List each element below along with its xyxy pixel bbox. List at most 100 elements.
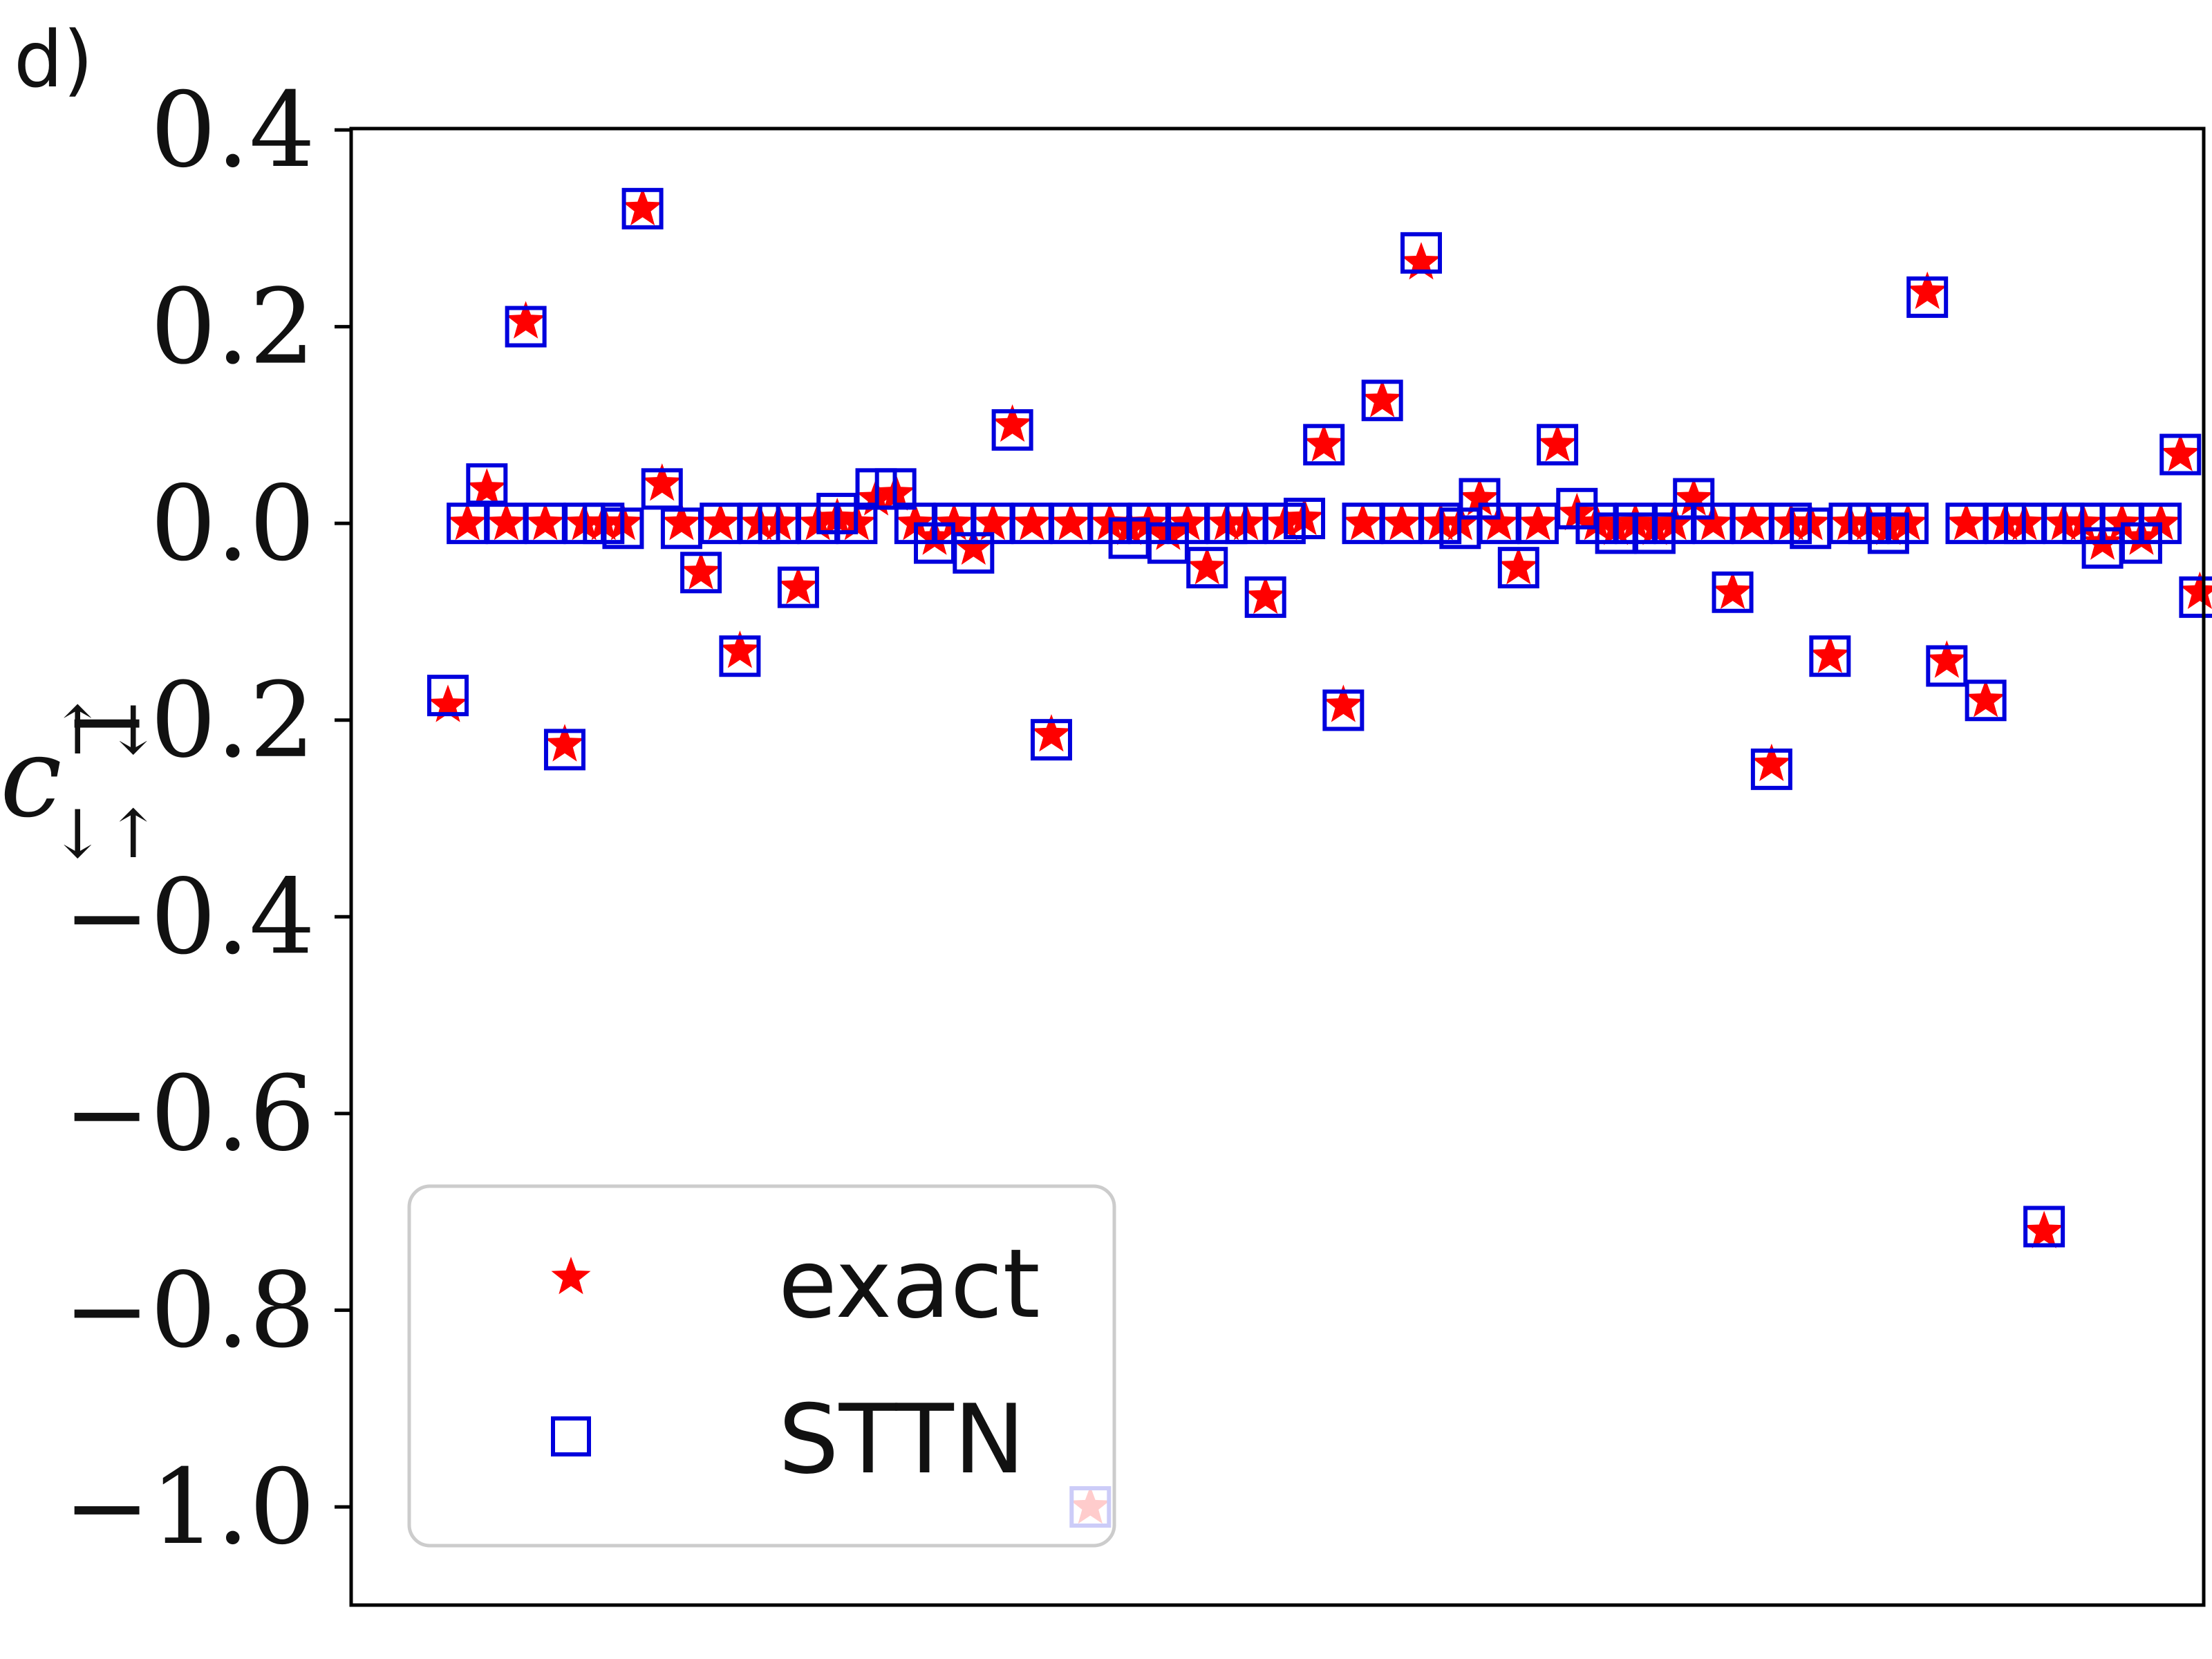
point-exact <box>642 463 682 501</box>
point-exact <box>1187 547 1227 585</box>
point-exact <box>1732 503 1772 541</box>
point-sttn <box>1712 571 1754 613</box>
point-exact <box>993 404 1033 442</box>
point-sttn <box>1497 547 1539 589</box>
point-exact <box>1031 714 1071 752</box>
point-sttn <box>680 552 722 594</box>
point-exact <box>1966 679 2006 718</box>
point-exact <box>447 503 487 541</box>
point-sttn <box>1030 719 1072 761</box>
point-sttn <box>1750 748 1792 790</box>
point-exact <box>1168 503 1208 541</box>
point-sttn <box>719 635 761 677</box>
point-exact <box>662 503 702 541</box>
point-exact <box>973 503 1013 541</box>
point-exact <box>1693 503 1733 541</box>
point-exact <box>1907 271 1947 309</box>
point-sttn <box>602 507 644 550</box>
point-exact <box>1752 743 1792 781</box>
point-sttn <box>1186 547 1228 589</box>
point-sttn <box>991 409 1033 451</box>
point-exact <box>506 301 546 339</box>
y-axis-label-main: c <box>0 713 62 842</box>
point-exact <box>895 503 935 541</box>
point-exact <box>428 684 468 722</box>
point-exact <box>1362 379 1403 418</box>
point-exact <box>1051 503 1091 541</box>
point-exact <box>953 527 993 565</box>
y-tick-label: −0.6 <box>64 1054 315 1174</box>
legend-label-sttn: STTN <box>778 1384 1025 1495</box>
point-exact <box>1323 684 1363 722</box>
point-exact <box>778 566 818 604</box>
point-sttn <box>543 729 585 771</box>
point-exact <box>525 503 565 541</box>
point-sttn <box>2140 503 2182 545</box>
point-exact <box>1810 635 1850 673</box>
point-exact <box>1304 424 1344 462</box>
point-exact <box>1537 424 1577 462</box>
point-exact <box>1459 478 1499 516</box>
y-tick-label: 0.4 <box>150 71 315 191</box>
point-sttn <box>1965 679 2007 722</box>
point-sttn <box>621 187 664 229</box>
point-exact <box>2141 503 2181 541</box>
point-sttn <box>2159 433 2202 476</box>
legend-star-shape <box>551 1257 591 1295</box>
y-axis-label: c ↑↓ ↓↑ <box>0 692 161 873</box>
point-sttn <box>1809 635 1851 677</box>
point-exact <box>934 503 974 541</box>
point-sttn <box>505 306 547 348</box>
point-exact <box>1713 571 1753 609</box>
data-points <box>427 187 2212 1528</box>
y-axis-label-subscript: ↓↑ <box>50 796 161 873</box>
point-exact <box>1499 547 1539 585</box>
y-tick-label: 0.0 <box>150 464 315 584</box>
point-sttn <box>1537 424 1579 466</box>
y-axis-label-superscript: ↑↓ <box>50 692 161 769</box>
point-sttn <box>2179 576 2212 618</box>
point-sttn <box>2023 1206 2065 1248</box>
point-sttn <box>1361 379 1403 422</box>
point-sttn <box>1887 503 1929 545</box>
y-tick-label: −0.2 <box>64 661 315 781</box>
y-axis-ticks: 0.4 0.2 0.0 −0.2 −0.4 −0.6 −0.8 −1.0 <box>64 71 351 1568</box>
point-exact <box>1518 503 1558 541</box>
point-sttn <box>1906 276 1949 318</box>
point-exact <box>1382 503 1422 541</box>
legend: exact STTN <box>407 1184 1116 1548</box>
point-sttn <box>1926 645 1968 687</box>
point-exact <box>700 503 740 541</box>
point-exact <box>1246 576 1286 615</box>
point-exact <box>623 187 663 226</box>
point-exact <box>467 468 507 506</box>
point-exact <box>720 630 760 668</box>
point-exact <box>1401 242 1441 280</box>
point-exact <box>2024 1210 2064 1248</box>
point-exact <box>486 503 526 541</box>
point-exact <box>1946 503 1986 541</box>
y-tick-label: −0.4 <box>64 857 315 977</box>
legend-square-marker <box>551 1416 591 1456</box>
point-sttn <box>1322 689 1365 731</box>
point-sttn <box>427 675 469 717</box>
point-sttn <box>1400 232 1442 274</box>
point-exact <box>681 552 721 590</box>
legend-label-exact: exact <box>778 1228 1040 1340</box>
point-exact <box>2160 433 2200 471</box>
point-exact <box>545 724 585 762</box>
y-tick-label: −1.0 <box>64 1447 315 1568</box>
legend-star-marker <box>551 1257 591 1295</box>
point-exact <box>1674 478 1714 516</box>
point-exact <box>1343 503 1383 541</box>
plot-frame <box>349 126 2206 1607</box>
point-exact <box>1927 640 1967 678</box>
point-exact <box>1479 503 1519 541</box>
point-sttn <box>1284 498 1326 540</box>
point-exact <box>2102 503 2142 541</box>
panel-label: d) <box>14 15 93 105</box>
y-tick-label: −0.8 <box>64 1250 315 1371</box>
point-sttn <box>777 566 819 608</box>
y-tick-label: 0.2 <box>150 268 315 388</box>
